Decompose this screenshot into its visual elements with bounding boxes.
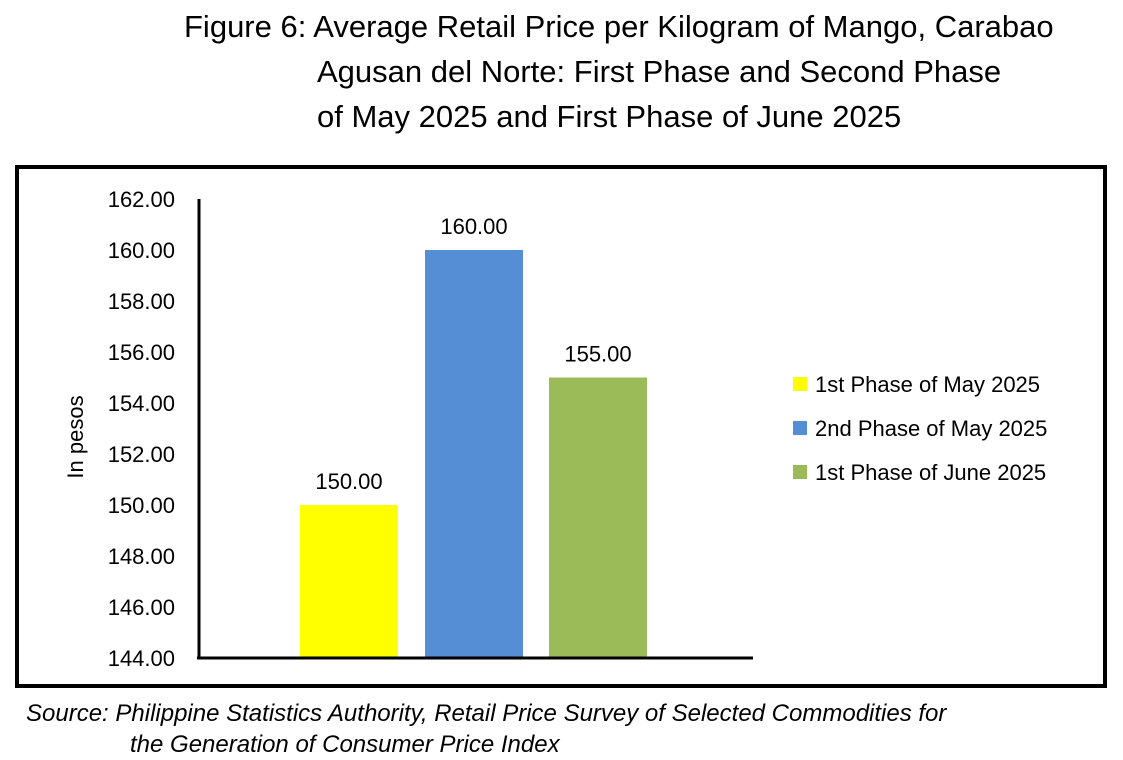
chart-frame: 144.00 146.00 148.00 150.00 152.00 154.00 156.… xyxy=(15,165,1107,688)
legend-swatch xyxy=(793,421,807,435)
y-axis-label: In pesos xyxy=(63,395,88,478)
y-tick-label: 148.00 xyxy=(108,544,175,569)
y-tick-label: 144.00 xyxy=(108,646,175,671)
legend-label: 1st Phase of May 2025 xyxy=(815,372,1040,397)
y-tick-label: 160.00 xyxy=(108,238,175,263)
y-tick-label: 150.00 xyxy=(108,493,175,518)
legend-swatch xyxy=(793,377,807,391)
y-tick-label: 154.00 xyxy=(108,391,175,416)
y-tick-label: 146.00 xyxy=(108,595,175,620)
source-note: Source: Philippine Statistics Authority,… xyxy=(26,698,1116,760)
source-line-2: the Generation of Consumer Price Index xyxy=(130,731,560,758)
y-tick-label: 152.00 xyxy=(108,442,175,467)
bar-value-label: 150.00 xyxy=(315,469,382,494)
legend-label: 1st Phase of June 2025 xyxy=(815,460,1046,485)
y-axis-ticks: 144.00 146.00 148.00 150.00 152.00 154.00 156.… xyxy=(108,187,175,671)
bar xyxy=(425,250,523,657)
title-line-2: Agusan del Norte: First Phase and Second… xyxy=(317,54,1002,89)
bar-value-label: 160.00 xyxy=(440,214,507,239)
legend: 1st Phase of May 2025 2nd Phase of May 20… xyxy=(793,372,1047,485)
y-tick-label: 156.00 xyxy=(108,340,175,365)
chart-title: Figure 6: Average Retail Price per Kilog… xyxy=(184,4,1114,139)
legend-label: 2nd Phase of May 2025 xyxy=(815,416,1047,441)
y-tick-label: 162.00 xyxy=(108,187,175,212)
bar-chart: 144.00 146.00 148.00 150.00 152.00 154.00 156.… xyxy=(63,187,1047,671)
bar xyxy=(549,377,647,657)
y-tick-label: 158.00 xyxy=(108,289,175,314)
bars: 150.00 160.00 155.00 xyxy=(300,214,647,657)
title-line-3: of May 2025 and First Phase of June 2025 xyxy=(317,99,902,134)
bar xyxy=(300,505,398,657)
source-line-1: Source: Philippine Statistics Authority,… xyxy=(26,700,947,727)
bar-value-label: 155.00 xyxy=(564,342,631,367)
legend-swatch xyxy=(793,465,807,479)
title-line-1: Figure 6: Average Retail Price per Kilog… xyxy=(184,9,1054,44)
